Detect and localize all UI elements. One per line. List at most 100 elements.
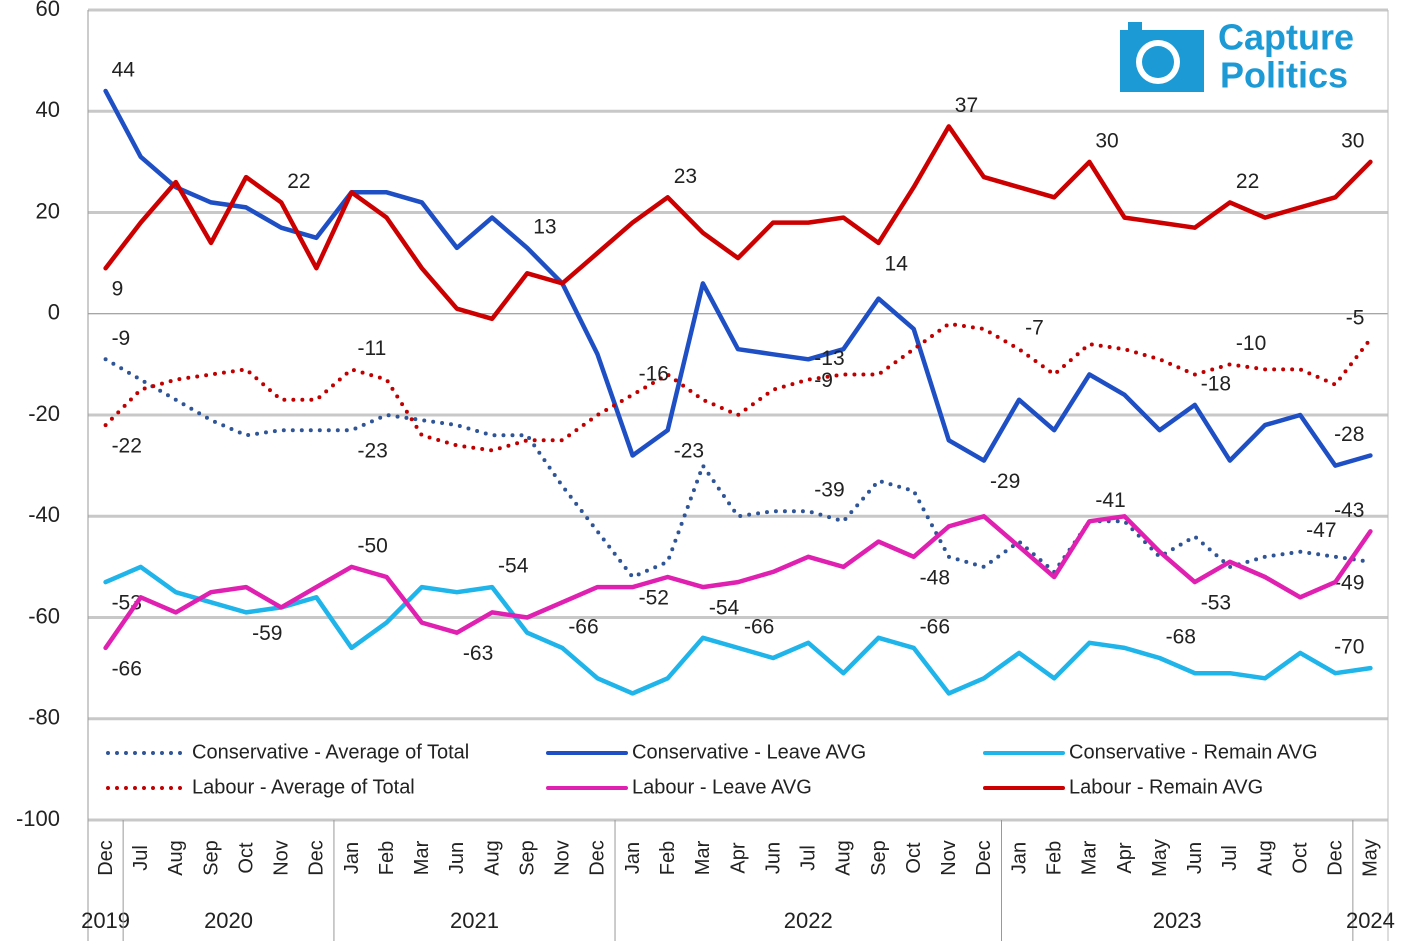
data-label: 22 — [287, 170, 310, 193]
x-tick-label: Dec — [306, 840, 328, 876]
x-tick-label: Nov — [552, 840, 574, 876]
logo-text: Capture — [1218, 17, 1354, 58]
x-tick-label: Aug — [481, 840, 503, 876]
x-tick-label: Jul — [798, 845, 820, 871]
y-tick-label: 60 — [36, 0, 60, 21]
x-tick-label: Jan — [341, 842, 363, 874]
data-label: -66 — [568, 615, 598, 638]
data-label: -28 — [1334, 423, 1364, 446]
y-tick-label: -40 — [28, 502, 60, 527]
data-label: -7 — [1025, 317, 1044, 340]
data-label: -22 — [112, 435, 142, 458]
data-label: -49 — [1334, 571, 1364, 594]
data-label: -66 — [112, 657, 142, 680]
series-line — [103, 357, 1373, 579]
logo-lens-inner — [1142, 46, 1174, 78]
data-label: -63 — [463, 642, 493, 665]
x-tick-label: Feb — [657, 841, 679, 875]
x-tick-label: Sep — [868, 840, 890, 876]
data-label: 13 — [533, 215, 556, 238]
x-tick-label: Oct — [235, 842, 257, 874]
data-label: 30 — [1095, 129, 1118, 152]
data-label: -11 — [358, 337, 387, 360]
y-tick-label: 40 — [36, 97, 60, 122]
x-group-label: 2023 — [1153, 908, 1202, 933]
x-tick-label: Jun — [1184, 842, 1206, 874]
x-tick-label: Nov — [938, 840, 960, 876]
y-tick-label: -80 — [28, 705, 60, 730]
legend-label: Labour - Remain AVG — [1069, 776, 1263, 798]
y-tick-label: -100 — [16, 806, 60, 831]
data-label: -59 — [252, 622, 282, 645]
x-group-label: 2022 — [784, 908, 833, 933]
data-label: -52 — [639, 587, 669, 610]
data-label: -70 — [1334, 636, 1364, 659]
data-label: -54 — [498, 555, 529, 578]
x-tick-label: Nov — [271, 840, 293, 876]
data-label: -5 — [1346, 307, 1365, 330]
x-tick-label: Feb — [1043, 841, 1065, 875]
x-tick-label: Aug — [1254, 840, 1276, 876]
x-tick-label: Sep — [516, 840, 538, 876]
x-tick-label: Jun — [446, 842, 468, 874]
x-tick-label: Jan — [1008, 842, 1030, 874]
x-group-label: 2021 — [450, 908, 499, 933]
data-label: 23 — [674, 165, 697, 188]
x-tick-label: May — [1149, 839, 1171, 877]
data-label: -9 — [112, 327, 131, 350]
x-tick-label: Dec — [95, 840, 117, 876]
x-tick-label: Jul — [130, 845, 152, 871]
y-tick-label: -20 — [28, 401, 60, 426]
data-label: 9 — [112, 278, 124, 301]
x-tick-label: Dec — [1325, 840, 1347, 876]
x-tick-label: Feb — [376, 841, 398, 875]
x-tick-label: Jan — [622, 842, 644, 874]
legend-label: Labour - Leave AVG — [632, 776, 812, 798]
x-tick-label: Oct — [1289, 842, 1311, 874]
y-tick-label: 20 — [36, 198, 60, 223]
x-tick-label: Jun — [762, 842, 784, 874]
series-line — [103, 321, 1373, 453]
data-label: -29 — [990, 470, 1020, 493]
legend-label: Labour - Average of Total — [192, 776, 415, 798]
data-label: -53 — [1201, 592, 1231, 615]
data-label: 37 — [955, 94, 978, 117]
data-label: -66 — [920, 615, 950, 638]
data-label: -9 — [814, 369, 833, 392]
data-label: 22 — [1236, 170, 1259, 193]
x-group-label: 2019 — [81, 908, 130, 933]
data-label: -50 — [358, 534, 388, 557]
data-label: -41 — [1095, 489, 1125, 512]
x-tick-label: Aug — [165, 840, 187, 876]
y-tick-label: -60 — [28, 603, 60, 628]
x-tick-label: Jul — [1219, 845, 1241, 871]
x-tick-label: Sep — [200, 840, 222, 876]
x-tick-label: Apr — [727, 842, 749, 873]
data-label: -23 — [674, 440, 704, 463]
legend-label: Conservative - Leave AVG — [632, 741, 866, 763]
legend-label: Conservative - Average of Total — [192, 741, 469, 763]
series-line — [103, 88, 1373, 468]
data-label: -23 — [358, 440, 388, 463]
logo-icon-top — [1128, 22, 1142, 32]
data-label: -48 — [920, 566, 950, 589]
legend-label: Conservative - Remain AVG — [1069, 741, 1318, 763]
data-label: -43 — [1334, 499, 1364, 522]
data-label: -54 — [709, 597, 740, 620]
data-label: -10 — [1236, 332, 1266, 355]
x-tick-label: Mar — [692, 840, 714, 875]
series-line — [103, 564, 1373, 696]
logo-text: Politics — [1220, 55, 1348, 96]
x-tick-label: Apr — [1114, 842, 1136, 873]
data-label: 30 — [1341, 129, 1364, 152]
x-group-label: 2024 — [1346, 908, 1395, 933]
data-label: -18 — [1201, 372, 1231, 395]
x-tick-label: Oct — [903, 842, 925, 874]
x-tick-label: Dec — [973, 840, 995, 876]
data-label: -66 — [744, 615, 774, 638]
data-label: -39 — [814, 479, 844, 502]
x-tick-label: Aug — [833, 840, 855, 876]
data-label: 44 — [112, 59, 136, 82]
data-label: -47 — [1306, 519, 1336, 542]
data-label: -16 — [639, 362, 669, 385]
